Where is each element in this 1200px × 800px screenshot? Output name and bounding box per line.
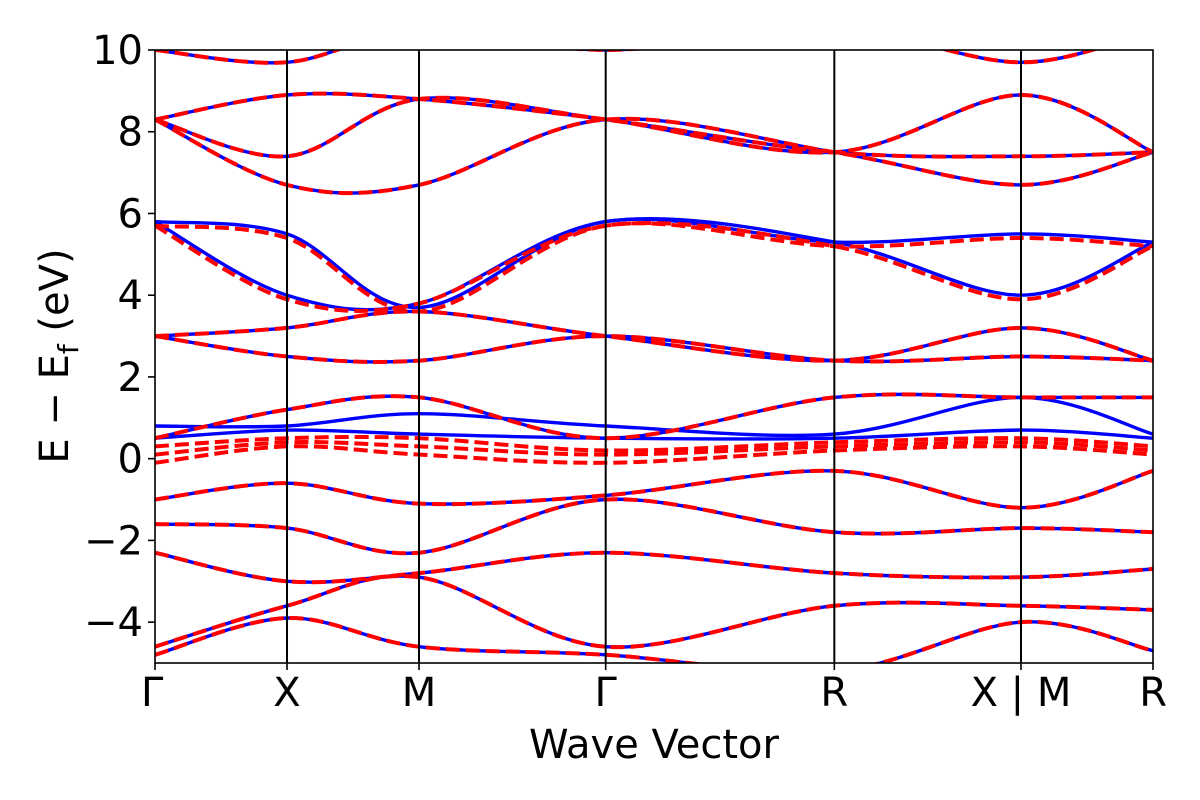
band-line-solid-9: [155, 309, 1153, 363]
band-line-dashed-2: [155, 550, 1153, 585]
y-tick-label: −4: [84, 600, 143, 646]
band-line-dashed-4: [155, 468, 1153, 510]
y-tick-label: 4: [118, 273, 143, 319]
band-line-solid-10: [155, 216, 1153, 312]
x-tick-label: Γ: [141, 670, 164, 716]
band-line-solid-2: [155, 550, 1153, 584]
series-layer: [155, 50, 1153, 663]
band-line-dashed-7: [155, 434, 1153, 453]
band-line-dashed-9: [155, 334, 1153, 364]
x-tick-label: X: [273, 670, 300, 716]
y-axis-ticks: −4 −2 0 2 4 6 8 10: [84, 28, 155, 646]
band-line-dashed-6: [155, 440, 1153, 457]
y-axis-title: E − Ef (eV): [32, 248, 85, 463]
band-line-solid-14: [155, 91, 1153, 155]
x-tick-label: X | M: [971, 670, 1072, 716]
band-line-solid-1: [155, 574, 1153, 649]
band-line-dashed-12: [155, 221, 1153, 314]
y-tick-label: 8: [118, 110, 143, 156]
x-tick-label: R: [820, 670, 848, 716]
band-line-dashed-10: [155, 309, 1153, 363]
x-tick-label: Γ: [595, 670, 618, 716]
x-tick-label: R: [1139, 670, 1167, 716]
x-axis-title: Wave Vector: [529, 722, 780, 768]
y-tick-label: 2: [118, 355, 143, 401]
y-axis-title-subscript: f: [52, 343, 85, 354]
band-line-dashed-3: [155, 497, 1153, 556]
x-tick-label: M: [402, 670, 437, 716]
band-line-dashed-15: [155, 91, 1153, 155]
y-axis-title-main: E − E: [32, 354, 78, 464]
y-tick-label: 6: [118, 191, 143, 237]
y-tick-label: −2: [84, 518, 143, 564]
series-dashed: [155, 50, 1153, 663]
y-axis-title-unit: (eV): [32, 248, 78, 344]
band-line-dashed-14: [155, 95, 1153, 159]
y-tick-label: 10: [92, 28, 143, 74]
band-line-dashed-16: [155, 50, 1099, 65]
k-point-divider-lines: [286, 50, 1022, 663]
band-line-dashed-0: [155, 615, 1153, 663]
band-line-dashed-8: [155, 392, 1153, 441]
band-line-dashed-5: [155, 444, 1153, 465]
band-line-dashed-11: [155, 221, 1153, 313]
y-tick-label: 0: [118, 437, 143, 483]
plot-frame: [154, 49, 1154, 664]
band-line-dashed-1: [155, 574, 1153, 650]
x-axis-ticks: Γ X M Γ R X | M R: [141, 663, 1167, 716]
